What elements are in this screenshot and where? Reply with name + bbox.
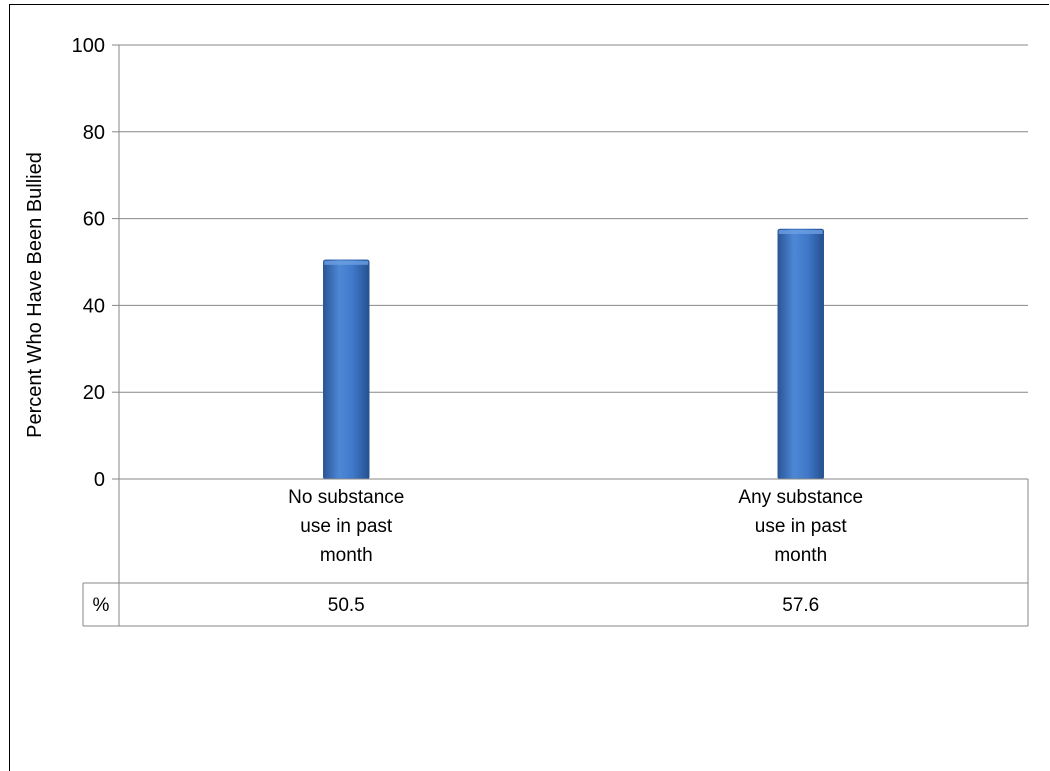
category-label: month — [774, 545, 827, 566]
category-label: use in past — [755, 516, 848, 537]
data-table-value: 57.6 — [782, 595, 819, 616]
chart-frame — [9, 4, 1049, 771]
axes: 0 20 40 60 80 100 — [72, 35, 1028, 626]
y-axis-title: Percent Who Have Been Bullied — [24, 152, 46, 438]
bar — [323, 259, 370, 480]
bar-rect — [777, 228, 824, 480]
bar-highlight — [324, 260, 369, 265]
data-table: No substance use in past month 50.5 Any subs… — [82, 479, 1029, 627]
category-label: month — [320, 545, 373, 566]
bar-rect — [323, 259, 370, 480]
y-tick-label: 0 — [94, 469, 105, 491]
bar — [777, 228, 824, 480]
gridlines — [119, 44, 1028, 393]
y-tick-label: 20 — [83, 382, 105, 404]
category-label: No substance — [288, 487, 404, 508]
y-tick-label: 80 — [83, 122, 105, 144]
data-table-row-label: % — [93, 595, 110, 616]
bars — [323, 228, 824, 480]
data-table-value: 50.5 — [328, 595, 365, 616]
y-tick-label: 40 — [83, 295, 105, 317]
category-label: Any substance — [738, 487, 863, 508]
bar-highlight — [778, 230, 823, 235]
category-label: use in past — [300, 516, 393, 537]
y-tick-label: 60 — [83, 209, 105, 231]
y-tick-label: 100 — [72, 35, 105, 57]
